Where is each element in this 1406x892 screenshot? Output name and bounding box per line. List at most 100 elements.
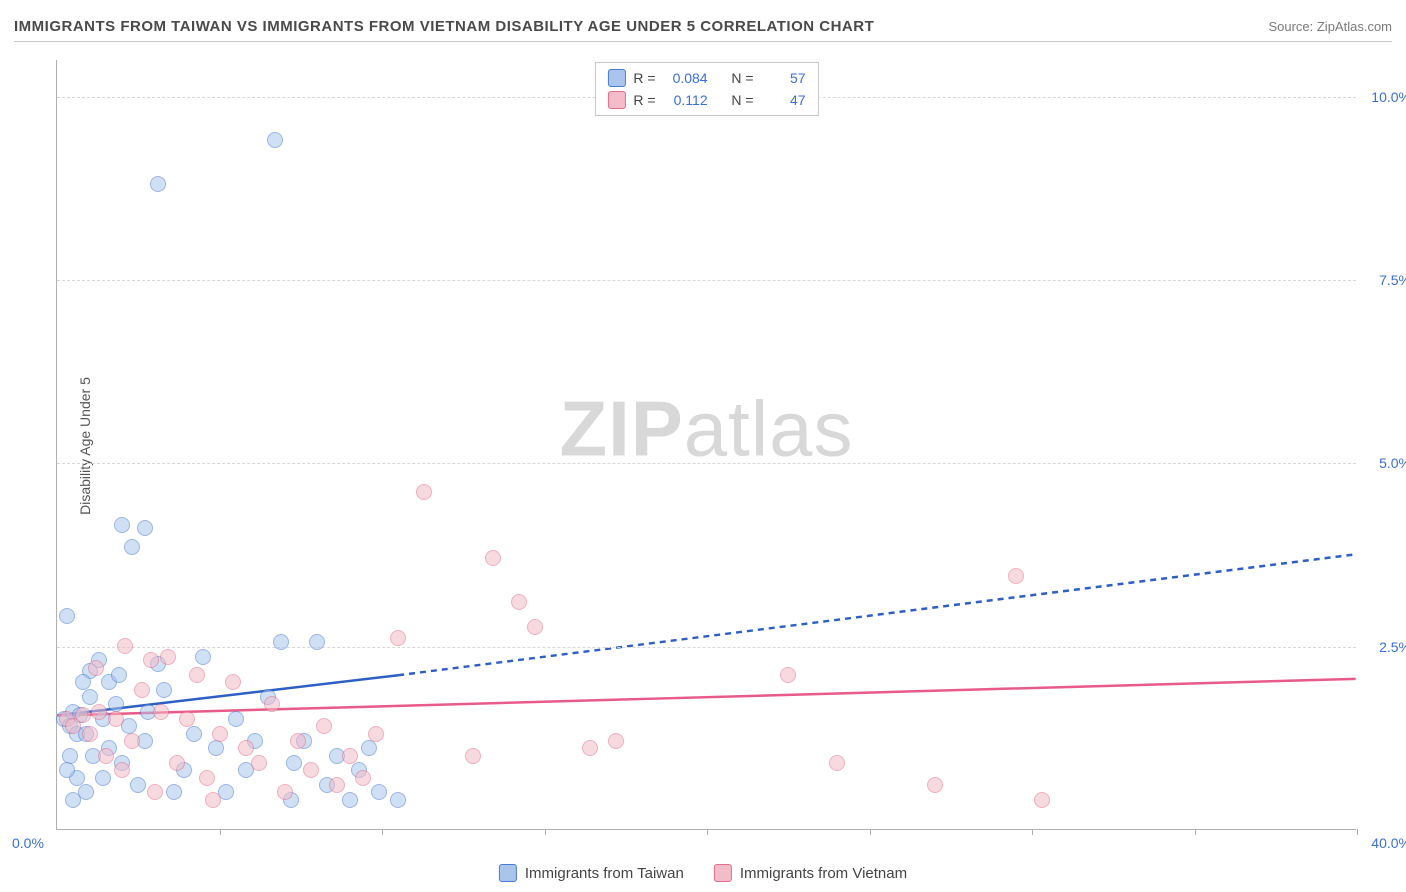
series-legend: Immigrants from Taiwan Immigrants from V… [499,864,907,882]
data-point-taiwan [228,711,244,727]
data-point-taiwan [82,689,98,705]
data-point-vietnam [147,784,163,800]
data-point-taiwan [156,682,172,698]
data-point-vietnam [98,748,114,764]
stats-legend: R = 0.084 N = 57 R = 0.112 N = 47 [594,62,818,116]
data-point-vietnam [134,682,150,698]
data-point-vietnam [1034,792,1050,808]
swatch-vietnam-icon [714,864,732,882]
data-point-vietnam [124,733,140,749]
data-point-taiwan [108,696,124,712]
data-point-vietnam [205,792,221,808]
data-point-vietnam [485,550,501,566]
data-point-taiwan [65,792,81,808]
data-point-vietnam [212,726,228,742]
data-point-taiwan [390,792,406,808]
data-point-taiwan [62,748,78,764]
data-point-vietnam [143,652,159,668]
data-point-vietnam [416,484,432,500]
data-point-vietnam [316,718,332,734]
legend-item-taiwan: Immigrants from Taiwan [499,864,684,882]
origin-label: 0.0% [12,835,62,851]
data-point-vietnam [225,674,241,690]
data-point-taiwan [75,674,91,690]
data-point-vietnam [189,667,205,683]
chart-title: IMMIGRANTS FROM TAIWAN VS IMMIGRANTS FRO… [14,18,874,35]
data-point-taiwan [273,634,289,650]
data-point-vietnam [108,711,124,727]
data-point-vietnam [264,696,280,712]
data-point-vietnam [527,619,543,635]
stats-row-vietnam: R = 0.112 N = 47 [607,89,805,111]
x-max-label: 40.0% [1371,835,1406,851]
r-value-taiwan: 0.084 [664,70,708,86]
data-point-vietnam [582,740,598,756]
title-bar: IMMIGRANTS FROM TAIWAN VS IMMIGRANTS FRO… [14,12,1392,42]
x-tick [382,829,383,835]
plot-area: ZIPatlas R = 0.084 N = 57 R = 0.112 N = … [56,60,1356,830]
data-point-taiwan [59,608,75,624]
data-point-taiwan [111,667,127,683]
data-point-vietnam [608,733,624,749]
data-point-taiwan [195,649,211,665]
data-point-vietnam [927,777,943,793]
data-point-taiwan [59,762,75,778]
data-point-vietnam [511,594,527,610]
x-tick [1032,829,1033,835]
data-point-vietnam [329,777,345,793]
data-point-vietnam [75,707,91,723]
x-tick [1357,829,1358,835]
x-tick [1195,829,1196,835]
gridline [57,463,1356,464]
swatch-taiwan [607,69,625,87]
data-point-taiwan [342,792,358,808]
data-point-vietnam [179,711,195,727]
legend-label-vietnam: Immigrants from Vietnam [740,865,907,882]
data-point-vietnam [153,704,169,720]
legend-label-taiwan: Immigrants from Taiwan [525,865,684,882]
data-point-taiwan [309,634,325,650]
data-point-vietnam [368,726,384,742]
x-tick [220,829,221,835]
gridline [57,280,1356,281]
data-point-vietnam [465,748,481,764]
data-point-taiwan [371,784,387,800]
swatch-taiwan-icon [499,864,517,882]
data-point-taiwan [286,755,302,771]
data-point-vietnam [169,755,185,771]
data-point-vietnam [780,667,796,683]
data-point-vietnam [160,649,176,665]
data-point-vietnam [290,733,306,749]
watermark: ZIPatlas [559,384,853,475]
data-point-vietnam [277,784,293,800]
n-value-vietnam: 47 [762,92,806,108]
data-point-taiwan [124,539,140,555]
gridline [57,647,1356,648]
data-point-taiwan [130,777,146,793]
data-point-vietnam [829,755,845,771]
y-tick-label: 2.5% [1361,639,1406,655]
data-point-vietnam [82,726,98,742]
stats-row-taiwan: R = 0.084 N = 57 [607,67,805,89]
n-value-taiwan: 57 [762,70,806,86]
r-value-vietnam: 0.112 [664,92,708,108]
data-point-taiwan [95,770,111,786]
y-tick-label: 7.5% [1361,272,1406,288]
data-point-taiwan [361,740,377,756]
correlation-chart: IMMIGRANTS FROM TAIWAN VS IMMIGRANTS FRO… [0,0,1406,892]
trend-lines [57,60,1356,829]
data-point-taiwan [166,784,182,800]
data-point-taiwan [150,176,166,192]
data-point-vietnam [342,748,358,764]
x-tick [870,829,871,835]
data-point-vietnam [1008,568,1024,584]
x-tick [545,829,546,835]
data-point-taiwan [186,726,202,742]
data-point-vietnam [88,660,104,676]
data-point-taiwan [267,132,283,148]
data-point-vietnam [117,638,133,654]
source-label: Source: ZipAtlas.com [1268,19,1392,34]
data-point-vietnam [251,755,267,771]
y-tick-label: 10.0% [1361,89,1406,105]
data-point-vietnam [91,704,107,720]
